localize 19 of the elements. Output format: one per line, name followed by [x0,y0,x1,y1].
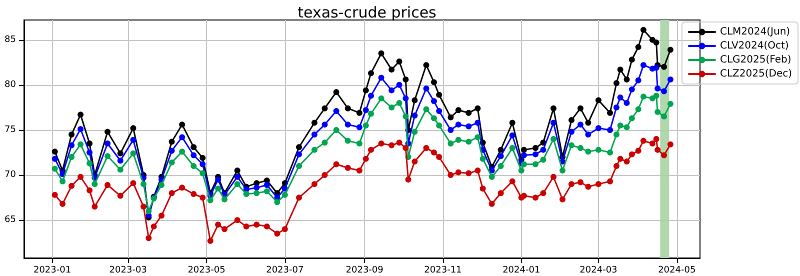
legend-label: CLG2025(Feb) [720,54,792,66]
x-tick-label: 2024-03 [580,266,618,276]
y-tick-label: 80 [4,80,16,90]
y-tick-label: 75 [4,124,16,135]
x-tick-label: 2023-05 [188,266,226,276]
legend-label: CLV2024(Oct) [720,40,789,52]
chart-title: texas-crude prices [298,4,437,22]
legend-label: CLZ2025(Dec) [720,68,792,80]
x-tick-label: 2023-07 [266,266,304,276]
x-tick-label: 2024-01 [502,266,540,276]
x-tick-label: 2023-03 [109,266,147,276]
y-tick-label: 65 [4,215,16,226]
x-tick-label: 2023-11 [424,266,462,276]
x-tick-label: 2024-05 [658,266,696,276]
x-tick-label: 2023-01 [33,266,72,276]
y-tick-label: 85 [4,34,16,45]
x-tick-label: 2023-09 [346,266,384,276]
y-tick-label: 70 [4,170,16,180]
legend-label: CLM2024(Jun) [720,26,790,38]
